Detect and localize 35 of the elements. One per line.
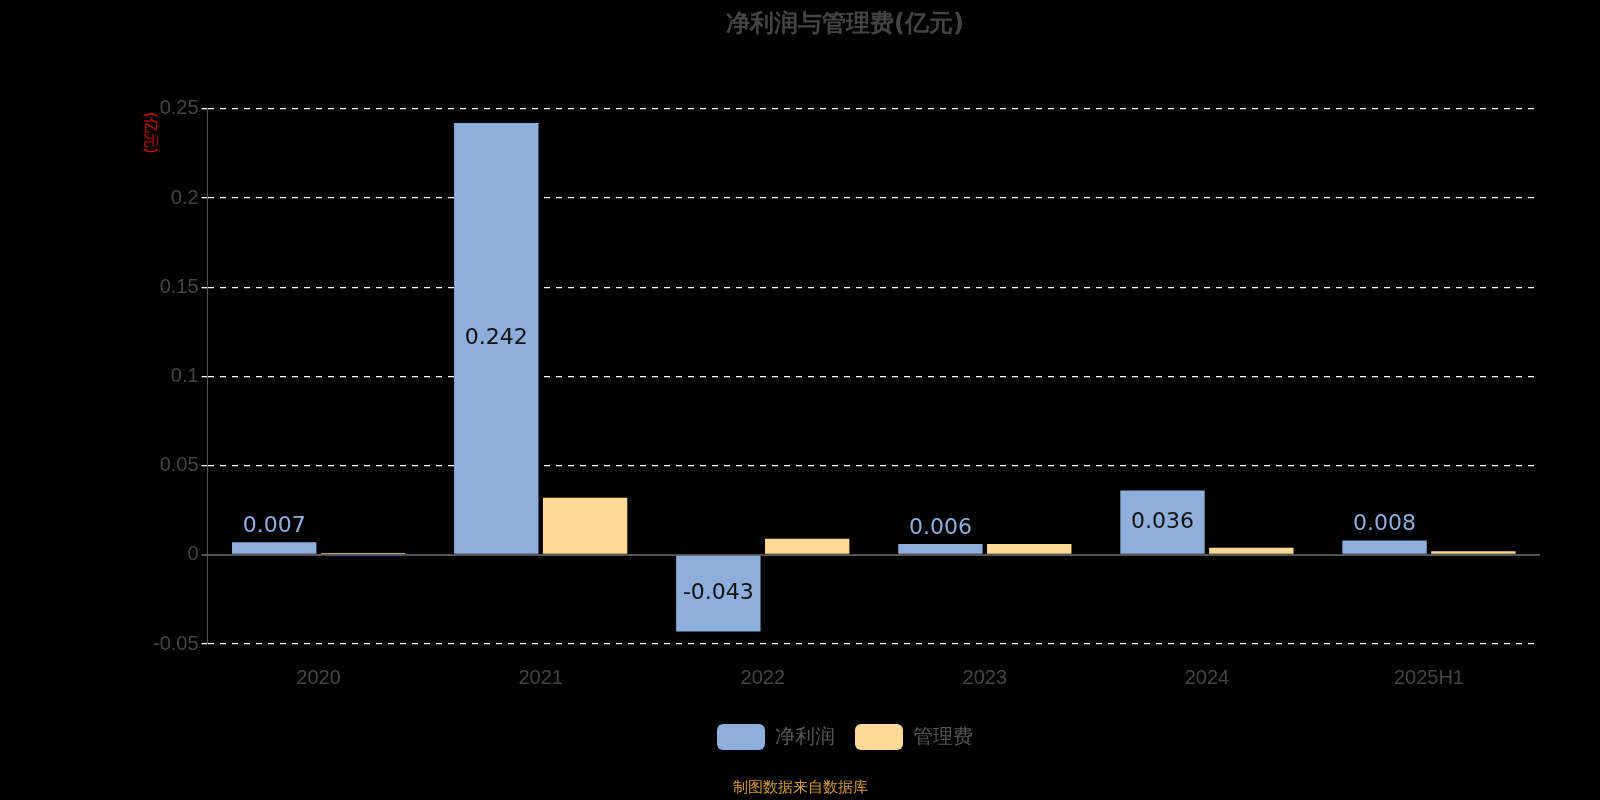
data-label: -0.043 <box>682 579 754 605</box>
bar <box>1342 540 1427 554</box>
data-label: 0.006 <box>908 513 972 539</box>
bar <box>454 123 539 554</box>
y-tick-label: 0.1 <box>170 363 199 386</box>
bar <box>232 542 317 554</box>
legend-label: 净利润 <box>775 724 835 747</box>
x-tick-label: 2021 <box>518 665 563 688</box>
bar <box>764 538 850 554</box>
chart-title: 净利润与管理费(亿元) <box>726 8 964 37</box>
bar <box>542 497 628 554</box>
y-tick-label: 0.25 <box>159 96 199 119</box>
bar <box>987 544 1072 554</box>
y-tick-label: -0.05 <box>152 631 199 654</box>
y-tick-label: 0.05 <box>159 453 199 476</box>
y-tick-label: 0.15 <box>159 274 199 297</box>
bar <box>898 544 983 554</box>
x-tick-label: 2022 <box>740 665 786 688</box>
data-label: 0.242 <box>464 324 528 350</box>
bar <box>676 555 761 632</box>
y-tick-label: 0.2 <box>170 185 199 208</box>
bar <box>1120 490 1205 554</box>
data-label: 0.007 <box>242 512 306 538</box>
y-tick-label: 0 <box>187 542 199 565</box>
x-tick-label: 2023 <box>962 665 1008 688</box>
data-label: 0.036 <box>1130 507 1194 533</box>
text: 制图数据来自数据库 <box>731 778 869 797</box>
bar <box>1209 547 1294 554</box>
x-tick-label: 2025H1 <box>1393 665 1464 688</box>
x-tick-label: 2020 <box>296 665 341 688</box>
data-label: 0.008 <box>1353 510 1417 536</box>
bar <box>1431 551 1516 554</box>
x-tick-label: 2024 <box>1184 665 1230 688</box>
legend-label: 管理费 <box>913 724 973 747</box>
y-axis-title: (亿元) <box>141 111 160 154</box>
